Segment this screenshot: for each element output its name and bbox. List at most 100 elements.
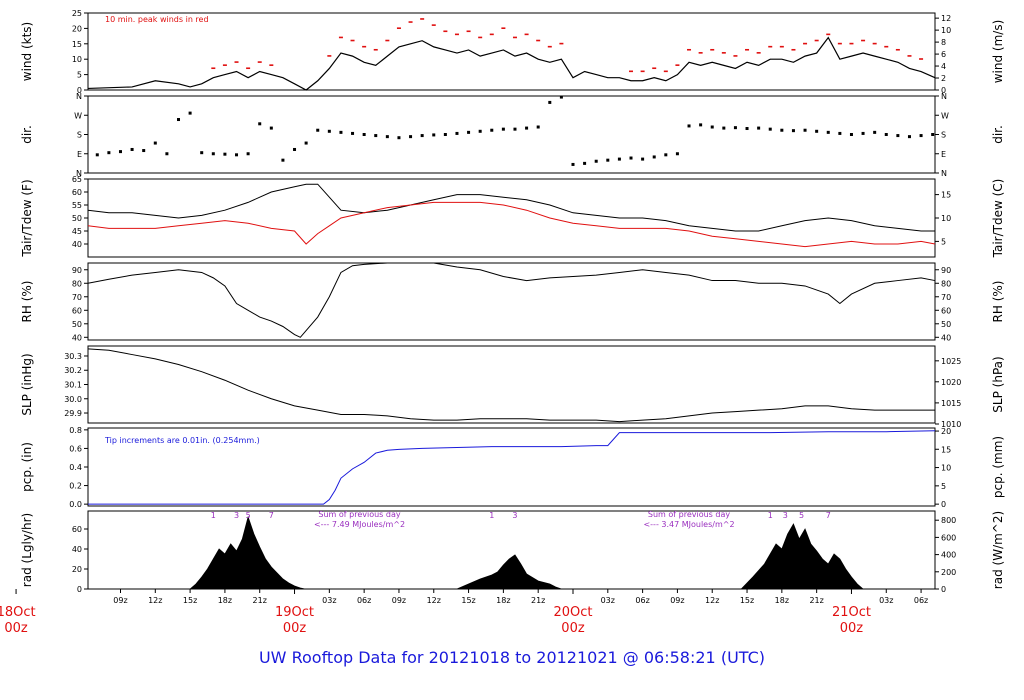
dir-point (849, 133, 853, 136)
rad-hour-mark: 7 (826, 511, 831, 520)
rad-hour-mark: 3 (512, 511, 517, 520)
wind-peak-mark (687, 48, 692, 51)
dir-point (235, 153, 239, 157)
y-tick-right-label: 400 (941, 551, 956, 560)
wind-peak-mark (710, 48, 715, 51)
dir-point (351, 131, 355, 135)
wind-peak-mark (338, 36, 343, 39)
dir-point (269, 126, 273, 130)
wind-peak-mark (826, 33, 831, 36)
x-day-time-label: 00z (561, 621, 585, 636)
dir-point (130, 147, 134, 151)
y-tick-right-label: 70 (941, 293, 951, 302)
wind-peak-mark (327, 55, 332, 57)
dir-point (733, 126, 737, 130)
dir-point (478, 129, 482, 133)
dir-point (687, 124, 691, 128)
x-tick-label: 03z (322, 596, 336, 605)
panel-frame (87, 12, 936, 91)
dir-point (525, 126, 529, 130)
x-tick-label: 09z (113, 596, 127, 605)
wind-peak-mark (478, 36, 483, 39)
y-tick-right-label: S (941, 131, 946, 140)
panel-frame (87, 178, 936, 258)
x-tick-label: 21z (809, 596, 823, 605)
y-tick-label: 40 (72, 333, 82, 342)
y-tick-label: N (76, 92, 82, 101)
dir-point (803, 128, 807, 132)
wind-peak-mark (408, 21, 413, 23)
rad-hour-mark: 1 (489, 511, 494, 520)
dir-point (107, 151, 111, 155)
dir-point (710, 125, 714, 129)
wind-peak-mark (431, 24, 436, 26)
y-axis-label: rad (Lgly/hr) (20, 513, 34, 587)
y-axis-label-right: RH (%) (991, 281, 1005, 323)
dir-point (652, 155, 656, 159)
y-tick-right-label: 12 (941, 14, 951, 23)
wind-peak-mark (489, 33, 494, 36)
dir-point (641, 157, 645, 161)
wind-peak-mark (884, 45, 889, 48)
dir-point (826, 130, 830, 134)
rad-hour-mark: 5 (246, 511, 251, 520)
y-tick-right-label: 40 (941, 333, 951, 342)
x-tick-label: 18z (218, 596, 232, 605)
wind-peak-mark (350, 39, 355, 42)
dir-point (896, 134, 900, 138)
x-tick-label: 12z (705, 596, 719, 605)
y-tick-label: 20 (72, 565, 82, 574)
dir-point (211, 152, 215, 156)
x-tick-label: 09z (670, 596, 684, 605)
wind-peak-mark (629, 70, 634, 73)
dir-point (629, 156, 633, 160)
dir-point (362, 133, 366, 136)
y-tick-label: W (74, 111, 82, 120)
wind-peak-mark (234, 61, 239, 63)
x-day-time-label: 00z (283, 621, 307, 636)
rad-day-sum-title: Sum of previous day (318, 510, 400, 519)
wind-peak-mark (466, 30, 471, 33)
dir-point (594, 159, 598, 163)
dir-point (873, 130, 877, 134)
wind-annotation: 10 min. peak winds in red (105, 15, 209, 24)
rad-hour-mark: 5 (799, 511, 804, 520)
wind-peak-mark (768, 45, 773, 48)
wind-peak-mark (698, 52, 703, 54)
dir-point (165, 152, 169, 156)
panel-6 (84, 510, 939, 590)
y-tick-label: 40 (72, 240, 82, 249)
dir-point (559, 95, 563, 99)
y-tick-label: 0 (77, 585, 82, 594)
wind-peak-mark (861, 39, 866, 42)
y-tick-right-label: 1015 (941, 399, 961, 408)
y-tick-right-label: E (941, 150, 946, 159)
wind-peak-mark (222, 64, 227, 66)
dir-point (791, 129, 795, 133)
y-tick-right-label: 5 (941, 237, 946, 246)
rh-line (87, 262, 936, 338)
y-tick-right-label: 5 (941, 482, 946, 491)
wind-peak-mark (443, 30, 448, 33)
dir-point (409, 135, 413, 139)
dir-point (501, 127, 505, 131)
y-axis-label: RH (%) (20, 281, 34, 323)
dir-point (339, 130, 343, 134)
y-tick-label: S (77, 131, 82, 140)
wind-peak-mark (385, 39, 390, 42)
y-tick-label: 0.6 (69, 444, 82, 453)
y-tick-right-label: 0 (941, 585, 946, 594)
y-tick-label: 10 (72, 55, 82, 64)
y-tick-label: 30.2 (64, 366, 82, 375)
wind-peak-mark (733, 55, 738, 57)
x-tick-label: 12z (427, 596, 441, 605)
y-tick-label: 50 (72, 320, 82, 329)
radiation-area (88, 515, 935, 590)
x-tick-label: 06z (635, 596, 649, 605)
dir-point (304, 141, 308, 145)
tdew-line (87, 201, 936, 248)
y-tick-right-label: W (941, 111, 949, 120)
dir-point (188, 111, 192, 115)
wind-peak-mark (803, 42, 808, 45)
y-axis-label: SLP (inHg) (20, 353, 34, 415)
